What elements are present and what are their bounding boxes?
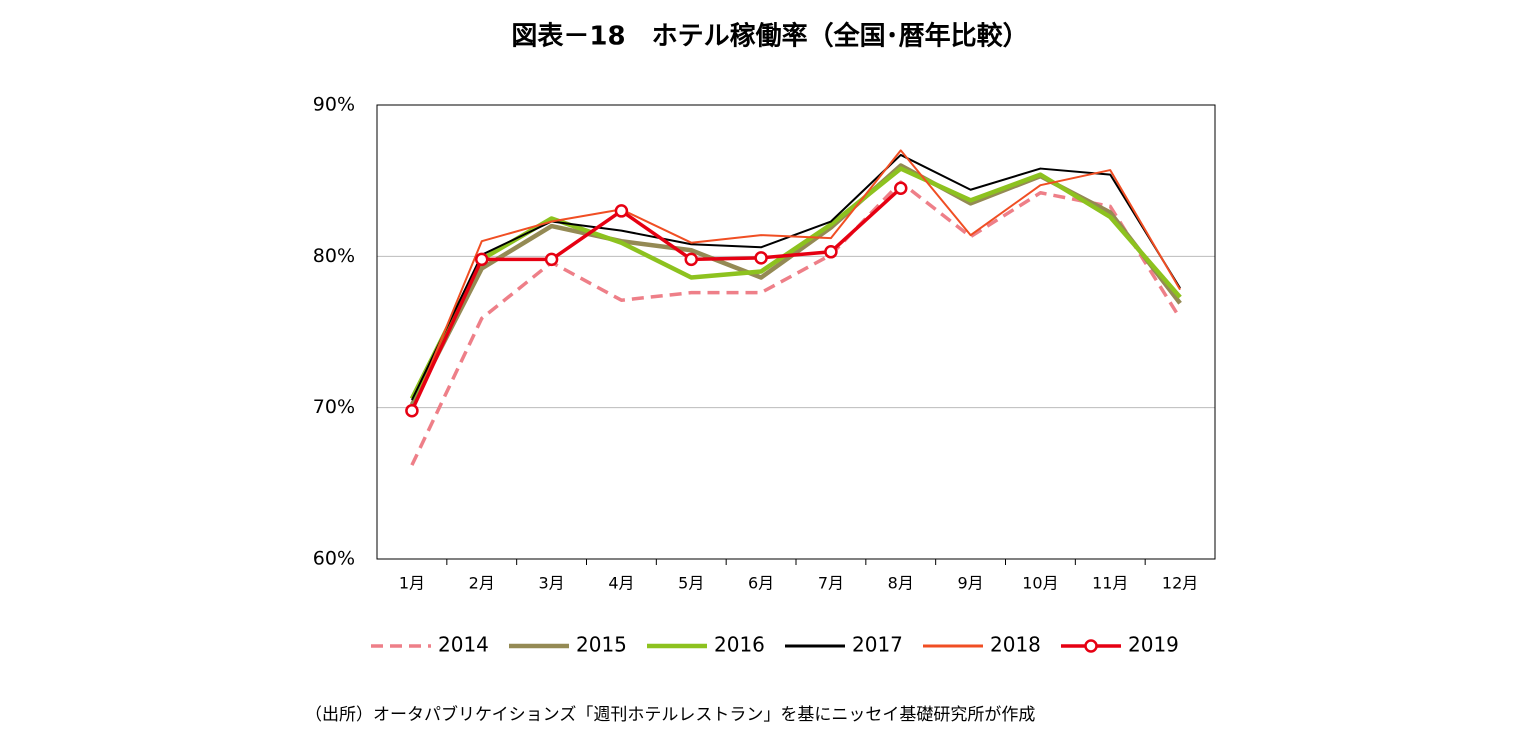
x-tick-label: 8月 bbox=[888, 574, 914, 593]
legend-label: 2015 bbox=[576, 633, 627, 657]
x-tick-label: 6月 bbox=[748, 574, 774, 593]
x-tick-label: 4月 bbox=[608, 574, 634, 593]
series-line bbox=[409, 163, 1182, 406]
legend-marker bbox=[1084, 639, 1098, 653]
x-tick-label: 12月 bbox=[1162, 574, 1198, 593]
legend-label: 2014 bbox=[438, 633, 489, 657]
point-marker bbox=[754, 251, 768, 265]
y-tick-label: 60% bbox=[313, 548, 355, 570]
point-marker bbox=[614, 204, 629, 218]
point-marker bbox=[544, 252, 559, 267]
series-line bbox=[410, 149, 1181, 412]
series-line bbox=[411, 153, 1181, 401]
point-marker bbox=[405, 403, 419, 418]
x-tick-label: 10月 bbox=[1022, 574, 1058, 593]
x-tick-label: 5月 bbox=[678, 574, 704, 593]
point-marker bbox=[475, 252, 489, 267]
x-tick-label: 1月 bbox=[399, 574, 425, 593]
y-tick-label: 90% bbox=[313, 94, 355, 116]
source-note: （出所）オータパブリケイションズ「週刊ホテルレストラン」を基にニッセイ基礎研究所… bbox=[305, 704, 1035, 725]
legend-label: 2018 bbox=[990, 633, 1041, 657]
legend-label: 2019 bbox=[1128, 633, 1179, 657]
point-marker bbox=[684, 252, 698, 267]
y-tick-label: 70% bbox=[313, 396, 355, 418]
series-line bbox=[410, 180, 1182, 466]
series-line bbox=[410, 186, 902, 412]
x-tick-label: 9月 bbox=[957, 574, 983, 593]
x-tick-label: 3月 bbox=[538, 574, 564, 593]
y-tick-label: 80% bbox=[313, 245, 355, 267]
chart-title: 図表－18 ホテル稼働率（全国･暦年比較） bbox=[511, 21, 1028, 52]
point-marker bbox=[894, 181, 908, 195]
x-tick-label: 11月 bbox=[1092, 574, 1128, 593]
legend-label: 2017 bbox=[852, 633, 903, 657]
x-tick-label: 7月 bbox=[818, 574, 844, 593]
x-tick-label: 2月 bbox=[469, 574, 495, 593]
legend-label: 2016 bbox=[714, 633, 765, 657]
point-marker bbox=[824, 245, 838, 259]
